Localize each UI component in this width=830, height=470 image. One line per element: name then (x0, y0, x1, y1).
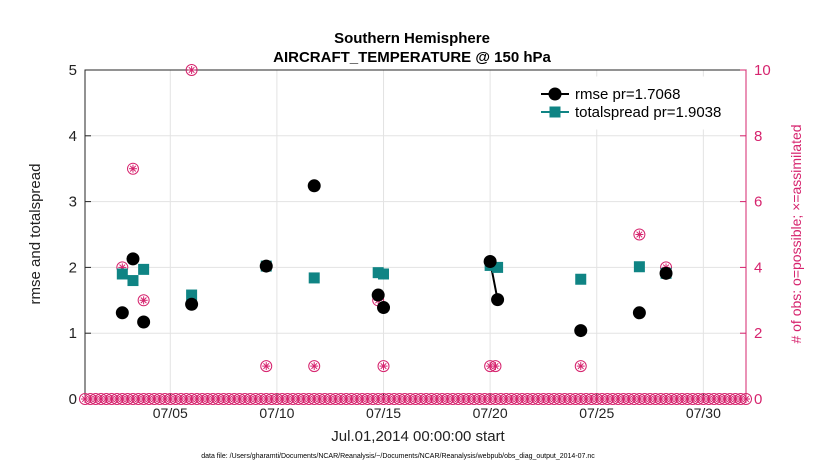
obs-count-marker (489, 360, 502, 373)
obs-assimilated-stroke (636, 231, 643, 238)
obs-assimilated-stroke (263, 362, 270, 370)
rmse-point (377, 301, 391, 315)
legend-rmse-marker (548, 87, 562, 101)
x-tick-label: 07/10 (259, 405, 294, 421)
obs-count-marker (126, 162, 139, 175)
x-tick-label: 07/25 (579, 405, 614, 421)
rmse-point (126, 252, 140, 266)
obs-assimilated-stroke (492, 362, 499, 370)
y-axis-label-left: rmse and totalspread (27, 164, 44, 305)
y-tick-label-left: 0 (69, 391, 77, 408)
chart-subtitle: AIRCRAFT_TEMPERATURE @ 150 hPa (273, 49, 551, 66)
obs-count-marker (137, 294, 150, 307)
y-tick-label-right: 6 (754, 194, 762, 211)
x-tick-label: 07/15 (366, 405, 401, 421)
obs-count-markers (116, 64, 673, 373)
y-tick-label-right: 4 (754, 259, 762, 276)
axes: 0 1 2 3 4 5 0 2 4 6 8 10 07/05 07/10 07/15 07/20 07/25 07… (69, 62, 771, 421)
x-tick-label: 07/30 (686, 405, 721, 421)
obs-assimilated-stroke (311, 362, 318, 370)
obs-assimilated-stroke (380, 362, 387, 370)
totalspread-point (127, 275, 139, 287)
obs-assimilated-stroke (742, 395, 750, 403)
x-tick-label: 07/20 (473, 405, 508, 421)
rmse-point (632, 306, 646, 320)
obs-possible-marker (377, 360, 390, 373)
totalspread-point (138, 263, 150, 275)
obs-possible-marker (574, 360, 587, 373)
obs-possible-marker (740, 393, 752, 405)
rmse-point (259, 259, 273, 273)
legend: rmse pr=1.7068 totalspread pr=1.9038 (530, 76, 744, 130)
totalspread-point (633, 261, 645, 273)
y-tick-label-left: 1 (69, 325, 77, 342)
rmse-point (185, 297, 199, 311)
legend-rmse-label: rmse pr=1.7068 (575, 86, 680, 103)
rmse-point (483, 254, 497, 268)
series-markers (115, 179, 673, 338)
y-tick-label-right: 2 (754, 325, 762, 342)
totalspread-point (116, 268, 128, 280)
obs-possible-marker (126, 162, 139, 175)
obs-count-marker (185, 64, 198, 76)
totalspread-point (308, 272, 320, 284)
y-tick-label-right: 10 (754, 62, 771, 79)
obs-possible-marker (137, 294, 150, 307)
rmse-point (659, 266, 673, 280)
y-tick-label-left: 3 (69, 194, 77, 211)
x-tick-label: 07/05 (153, 405, 188, 421)
rmse-point (115, 306, 129, 320)
y-tick-label-left: 2 (69, 259, 77, 276)
obs-count-marker (633, 228, 646, 241)
rmse-point (574, 324, 588, 338)
totalspread-point (575, 273, 587, 285)
y-tick-label-right: 0 (754, 391, 762, 408)
obs-count-marker (377, 360, 390, 373)
obs-possible-marker (185, 64, 198, 76)
y-axis-label-right: # of obs: o=possible; ×=assimilated (788, 124, 804, 343)
obs-count-marker (574, 360, 587, 373)
rmse-point (491, 293, 505, 307)
rmse-point (307, 179, 321, 193)
legend-totalspread-marker (549, 106, 561, 118)
obs-count-marker (308, 360, 321, 373)
data-file-footnote: data file: /Users/gharamti/Documents/NCA… (201, 453, 595, 460)
y-tick-label-left: 5 (69, 62, 77, 79)
obs-possible-marker (633, 228, 646, 241)
chart-title: Southern Hemisphere (334, 30, 490, 47)
obs-possible-marker (260, 360, 273, 373)
obs-possible-marker (308, 360, 321, 373)
rmse-point (371, 288, 385, 302)
y-tick-label-right: 8 (754, 128, 762, 145)
rmse-point (137, 315, 151, 329)
obs-count-marker (260, 360, 273, 373)
totalspread-point (378, 268, 390, 280)
obs-assimilated-stroke (140, 297, 147, 304)
legend-totalspread-label: totalspread pr=1.9038 (575, 104, 721, 121)
y-tick-label-left: 4 (69, 128, 77, 145)
obs-assimilated-stroke (129, 165, 137, 172)
zero-count-markers (79, 393, 752, 405)
obs-assimilated-stroke (577, 362, 584, 370)
obs-possible-marker (489, 360, 502, 373)
zero-count-marker (740, 393, 752, 405)
obs-assimilated-stroke (188, 66, 195, 74)
legend-box (530, 76, 744, 130)
totalspread-point (186, 289, 198, 301)
x-axis-label: Jul.01,2014 00:00:00 start (331, 428, 505, 445)
totalspread-point (492, 261, 504, 273)
